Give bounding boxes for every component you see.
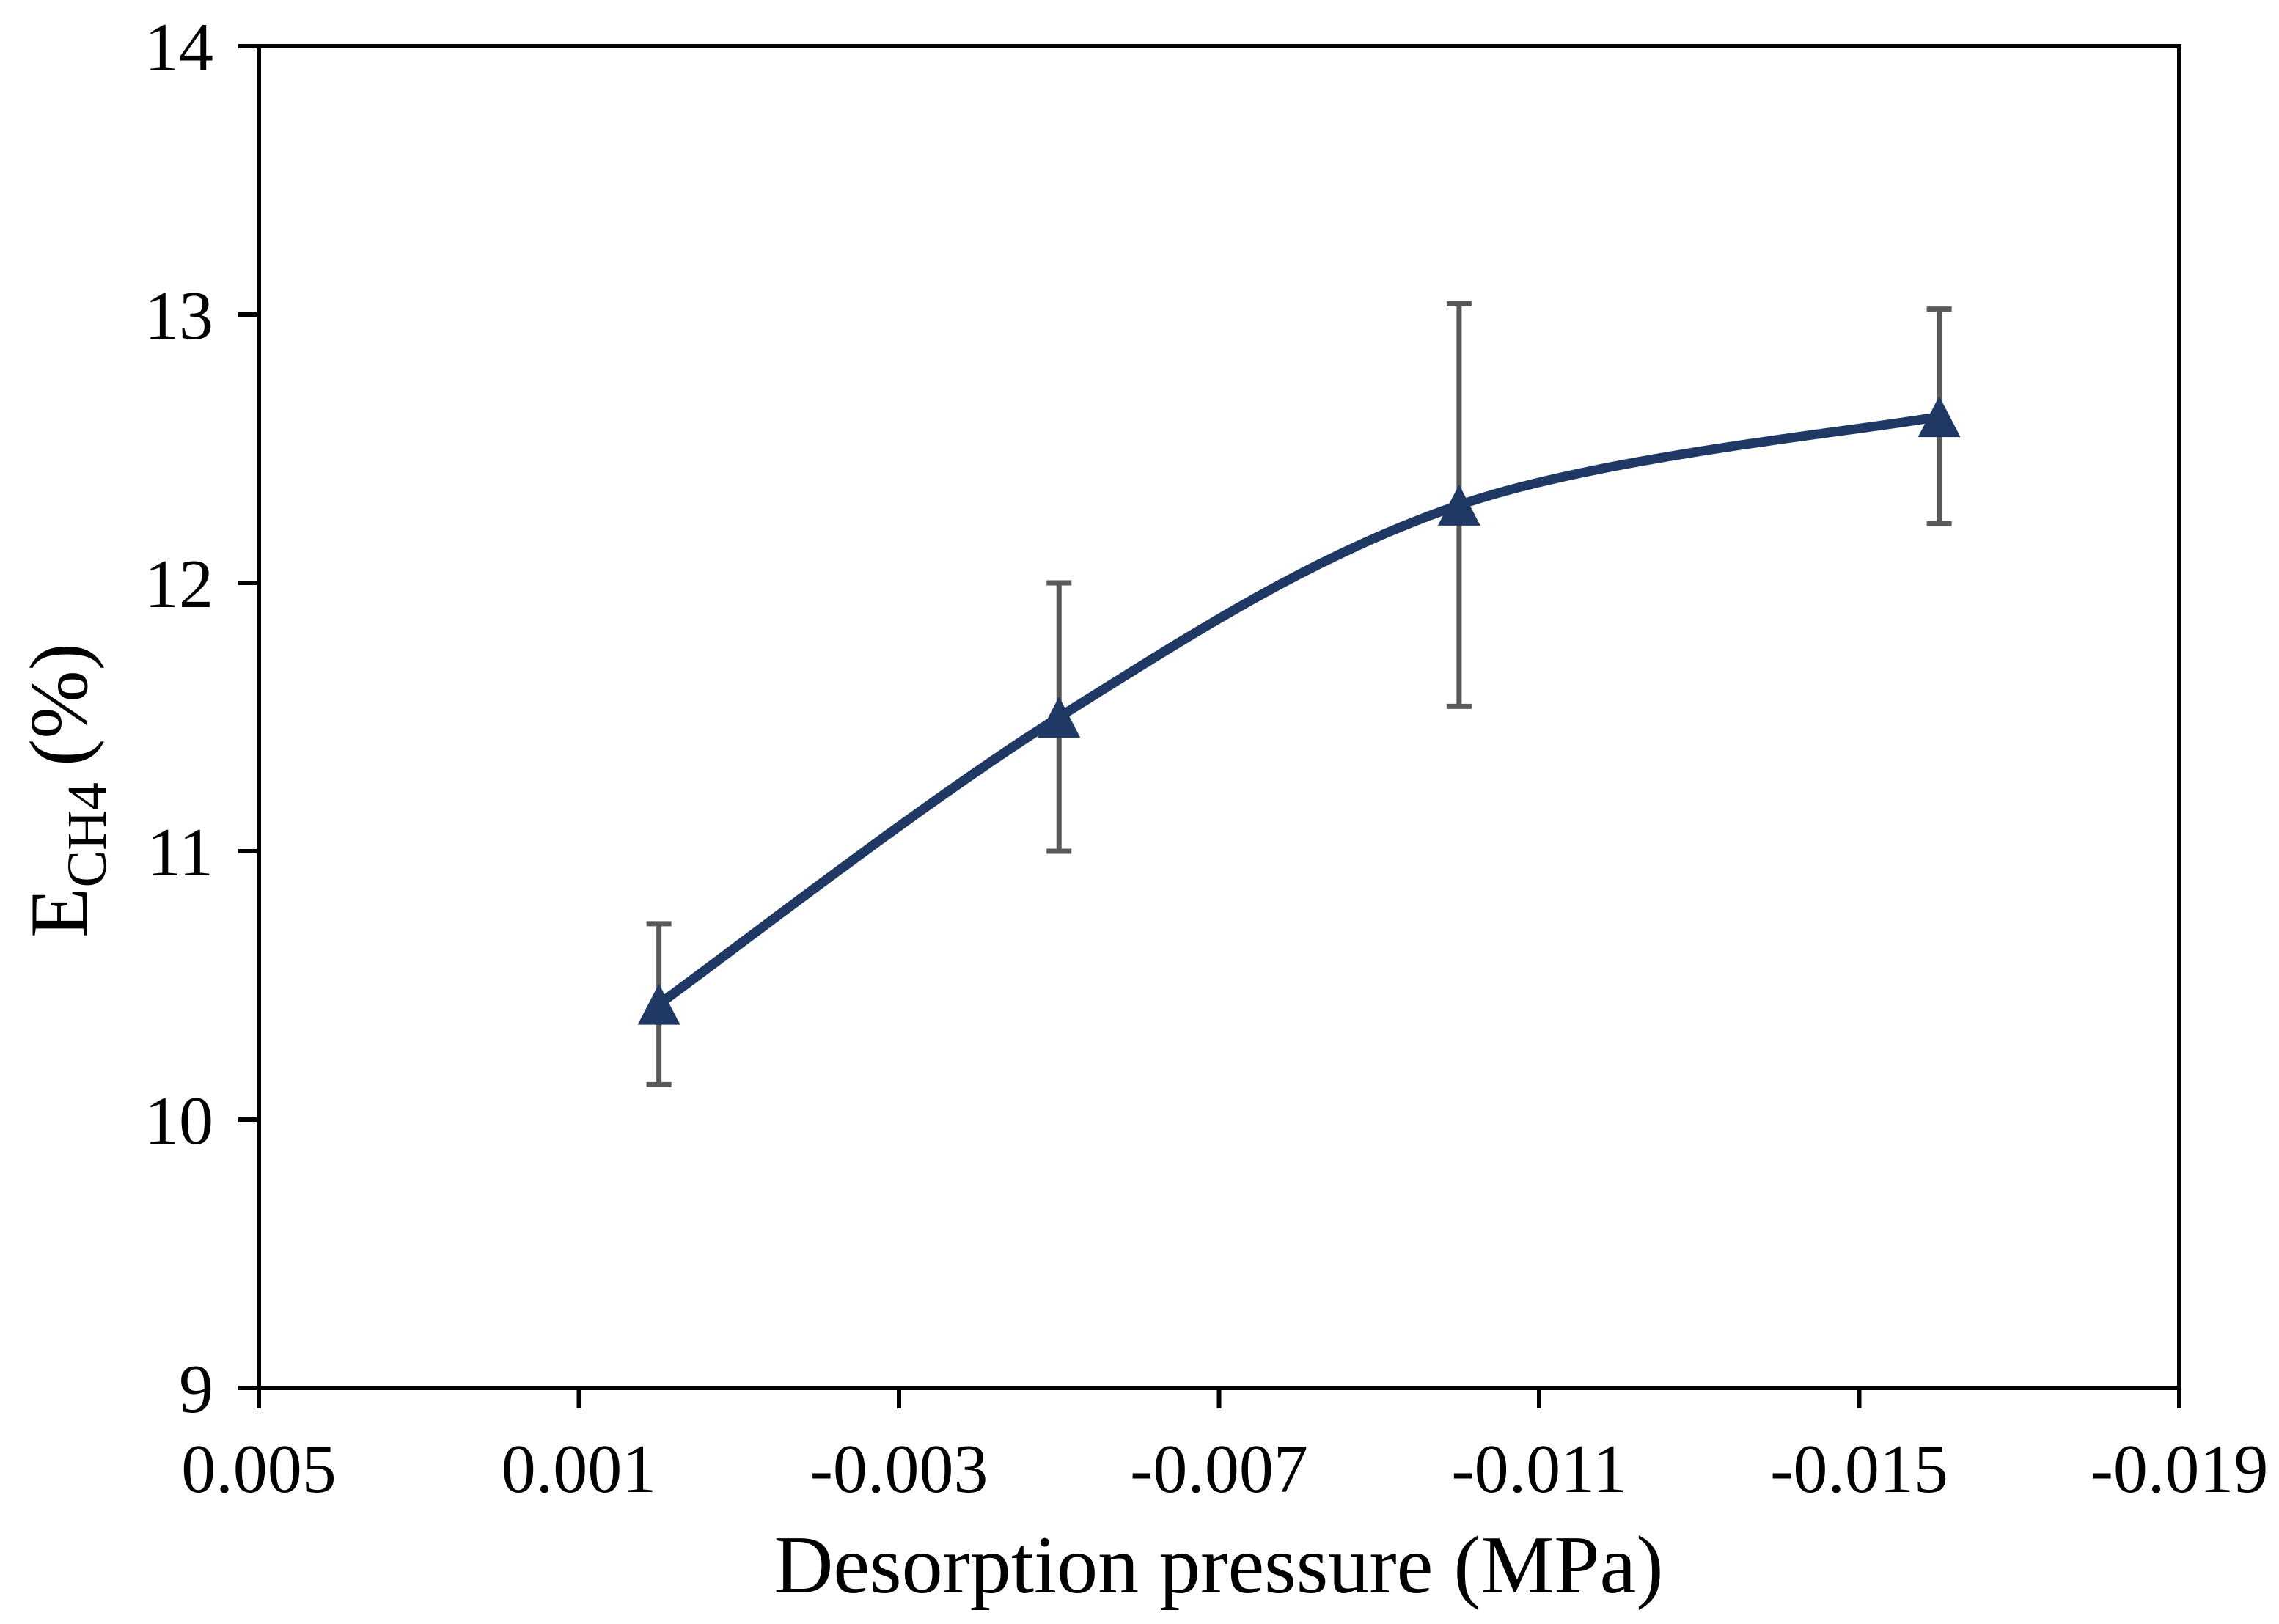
y-tick-label: 14: [144, 10, 213, 86]
y-axis-title-subscript: CH4: [56, 782, 118, 888]
x-tick-label: -0.003: [810, 1431, 988, 1507]
y-tick-label: 11: [147, 815, 213, 891]
x-tick-label: 0.005: [181, 1431, 337, 1507]
y-tick-label: 12: [144, 546, 213, 622]
y-axis-title: ECH4 (%): [14, 643, 118, 938]
x-tick-label: 0.001: [502, 1431, 657, 1507]
x-tick-label: -0.019: [2091, 1431, 2269, 1507]
data-point-marker: [1917, 396, 1961, 438]
data-point-marker: [1437, 484, 1480, 526]
y-axis-title-base: E: [14, 888, 105, 938]
x-axis-title: Desorption pressure (MPa): [774, 1520, 1663, 1611]
series-line: [654, 411, 1945, 1010]
y-tick-label: 10: [144, 1083, 213, 1159]
y-tick-label: 9: [179, 1351, 213, 1428]
series-markers: [637, 396, 1961, 1025]
x-tick-label: -0.015: [1770, 1431, 1948, 1507]
x-axis: 0.005 0.001 -0.003 -0.007 -0.011 -0.015 -0.019: [181, 1388, 2268, 1507]
x-tick-label: -0.007: [1130, 1431, 1308, 1507]
error-bars: [646, 301, 1952, 1087]
data-point-marker: [637, 983, 680, 1025]
x-tick-label: -0.011: [1451, 1431, 1626, 1507]
y-axis-title-units: (%): [14, 643, 105, 766]
y-tick-label: 13: [144, 278, 213, 354]
data-point-marker: [1038, 697, 1081, 738]
y-axis: 9 10 11 12 13 14: [144, 10, 259, 1428]
plot-border: [257, 44, 2181, 1390]
